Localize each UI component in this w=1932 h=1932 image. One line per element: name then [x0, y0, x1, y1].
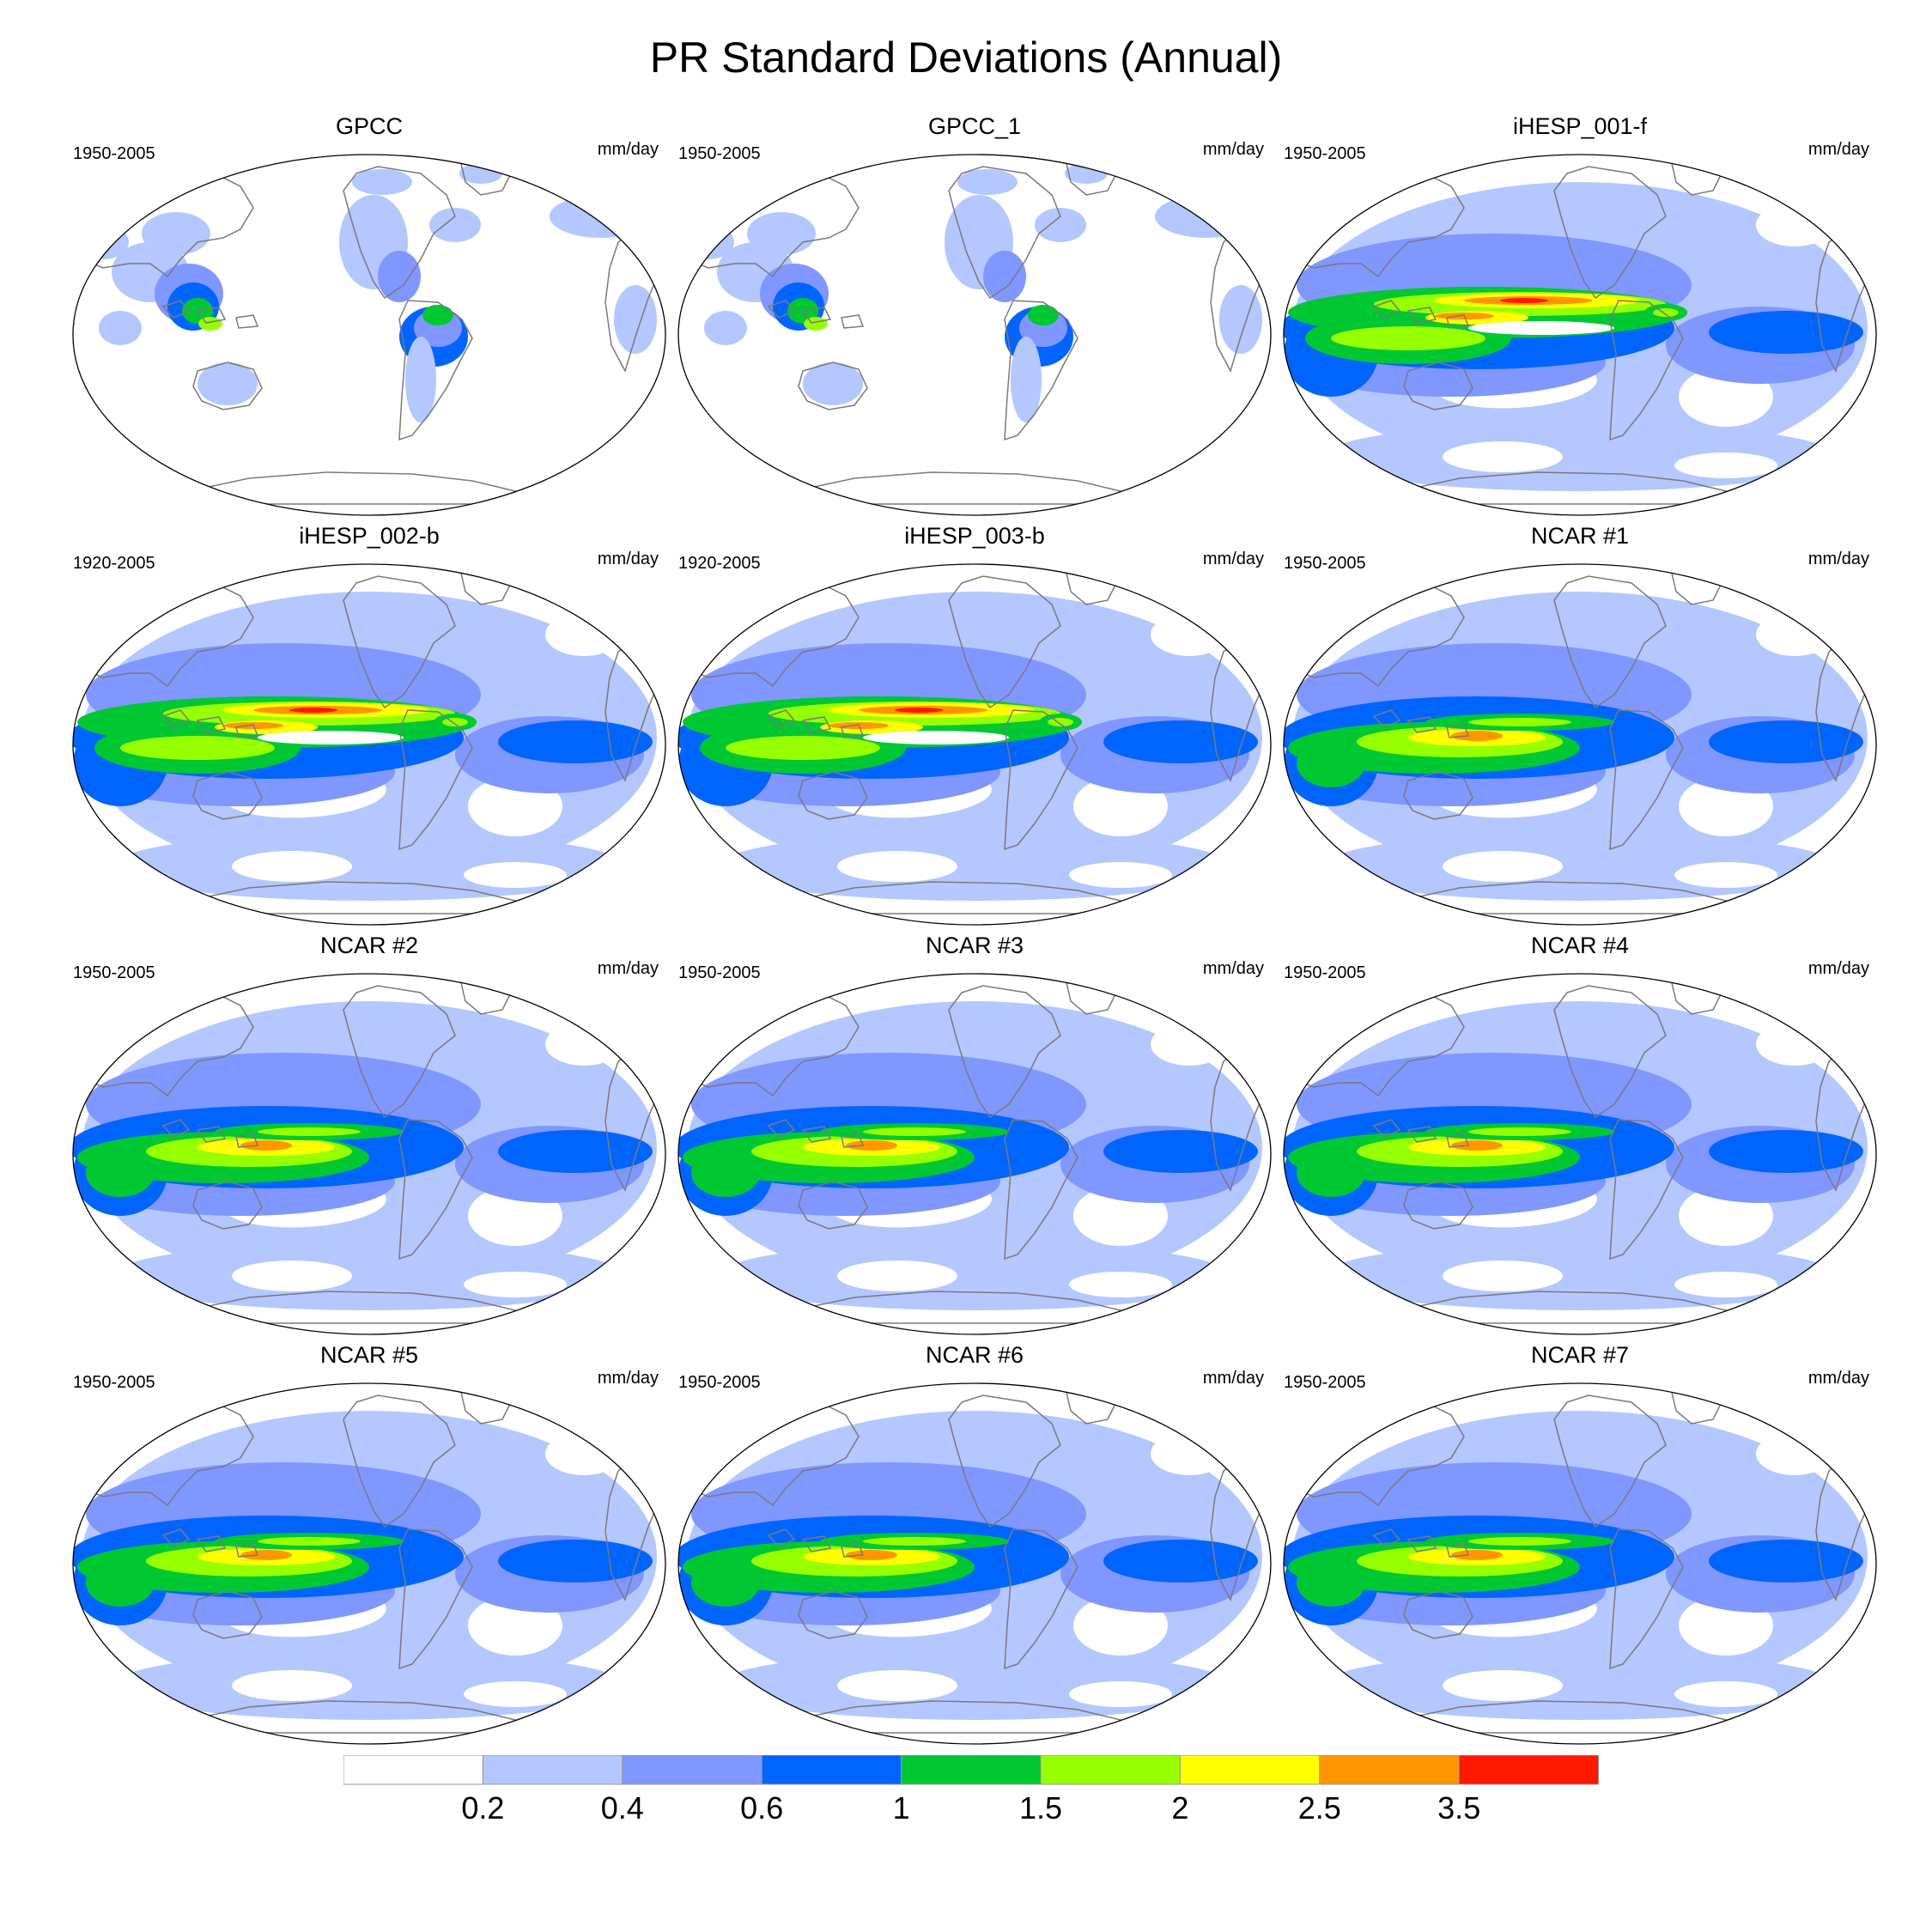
map-panel: iHESP_001-f 1950-2005 mm/day [1279, 113, 1880, 517]
map-plot [677, 563, 1272, 926]
panel-units: mm/day [1202, 959, 1264, 978]
panel-title: NCAR #6 [925, 1342, 1024, 1368]
panel-units: mm/day [597, 550, 659, 568]
panel-units: mm/day [1807, 959, 1869, 978]
panel-period: 1950-2005 [678, 1373, 761, 1392]
coastlines [76, 974, 662, 1324]
colorbar-label: 1 [892, 1790, 910, 1826]
panel-units: mm/day [1807, 140, 1869, 159]
panel-title: NCAR #1 [1530, 523, 1630, 549]
map-boundary [1283, 973, 1877, 1335]
colorbar-swatch [1179, 1755, 1321, 1785]
panel-period: 1950-2005 [1284, 963, 1366, 982]
panel-title: NCAR #2 [319, 933, 419, 958]
panel-units: mm/day [1202, 1369, 1264, 1388]
colorbar-label: 2.5 [1297, 1790, 1341, 1826]
map-boundary [1283, 154, 1877, 516]
colorbar-swatch [622, 1755, 762, 1785]
map-plot [72, 563, 666, 926]
map-boundary [72, 973, 666, 1335]
panel-period: 1920-2005 [73, 554, 155, 573]
panel-title: NCAR #5 [319, 1342, 419, 1368]
colorbar-swatch [901, 1755, 1042, 1785]
map-plot [72, 1382, 666, 1745]
map-plot [677, 1382, 1272, 1745]
panel-units: mm/day [1807, 1369, 1869, 1388]
map-plot [1283, 563, 1877, 926]
coastlines [76, 564, 662, 914]
panel-units: mm/day [1202, 550, 1264, 568]
map-boundary [72, 1382, 666, 1745]
map-panel: NCAR #3 1950-2005 mm/day [674, 933, 1275, 1336]
panel-period: 1950-2005 [73, 963, 155, 982]
panel-title: iHESP_002-b [299, 523, 440, 549]
panel-title: NCAR #4 [1530, 933, 1630, 958]
panel-title: iHESP_003-b [904, 523, 1045, 549]
panel-units: mm/day [1807, 550, 1869, 568]
map-plot [677, 973, 1272, 1335]
colorbar-swatch [1319, 1755, 1460, 1785]
panel-title: NCAR #3 [925, 933, 1024, 958]
panel-period: 1950-2005 [73, 1373, 155, 1392]
panel-title: GPCC [335, 113, 403, 139]
map-plot [72, 154, 666, 516]
panel-units: mm/day [597, 1369, 659, 1388]
map-plot [677, 154, 1272, 516]
map-plot [1283, 154, 1877, 516]
map-boundary [1283, 563, 1877, 926]
panel-units: mm/day [1202, 140, 1264, 159]
colorbar-label: 1.5 [1018, 1790, 1063, 1826]
colorbar-swatch [1040, 1755, 1181, 1785]
map-boundary [677, 1382, 1272, 1745]
colorbar-label: 0.2 [461, 1790, 505, 1826]
colorbar-swatch [482, 1755, 623, 1785]
map-panel: NCAR #7 1950-2005 mm/day [1279, 1342, 1880, 1746]
map-boundary [72, 563, 666, 926]
map-panel: iHESP_002-b 1920-2005 mm/day [69, 523, 670, 927]
map-panel: GPCC_1 1950-2005 mm/day [674, 113, 1275, 517]
colorbar-label: 0.4 [600, 1790, 644, 1826]
panel-title: NCAR #7 [1530, 1342, 1630, 1368]
map-panel: NCAR #1 1950-2005 mm/day [1279, 523, 1880, 927]
map-panel: NCAR #4 1950-2005 mm/day [1279, 933, 1880, 1336]
panel-period: 1950-2005 [73, 144, 155, 163]
colorbar [343, 1755, 1599, 1785]
colorbar-label: 2 [1171, 1790, 1189, 1826]
map-boundary [677, 973, 1272, 1335]
map-panel: NCAR #2 1950-2005 mm/day [69, 933, 670, 1336]
panel-units: mm/day [597, 140, 659, 159]
map-boundary [72, 154, 666, 516]
map-panel: iHESP_003-b 1920-2005 mm/day [674, 523, 1275, 927]
figure-title: PR Standard Deviations (Annual) [649, 33, 1283, 82]
map-panel: GPCC 1950-2005 mm/day [69, 113, 670, 517]
panel-period: 1950-2005 [1284, 554, 1366, 573]
coastlines [682, 564, 1267, 914]
map-boundary [677, 154, 1272, 516]
panel-units: mm/day [597, 959, 659, 978]
panel-period: 1920-2005 [678, 554, 761, 573]
colorbar-swatch [761, 1755, 902, 1785]
map-panel: NCAR #6 1950-2005 mm/day [674, 1342, 1275, 1746]
map-panel: NCAR #5 1950-2005 mm/day [69, 1342, 670, 1746]
panel-period: 1950-2005 [678, 144, 761, 163]
colorbar-label: 0.6 [740, 1790, 784, 1826]
panel-period: 1950-2005 [1284, 1373, 1366, 1392]
panel-period: 1950-2005 [1284, 144, 1366, 163]
coastlines [76, 155, 662, 505]
map-boundary [1283, 1382, 1877, 1745]
map-plot [1283, 1382, 1877, 1745]
map-boundary [677, 563, 1272, 926]
colorbar-swatch [343, 1755, 483, 1785]
panel-title: GPCC_1 [927, 113, 1022, 139]
panel-period: 1950-2005 [678, 963, 761, 982]
panel-title: iHESP_001-f [1512, 113, 1648, 139]
map-plot [72, 973, 666, 1335]
map-plot [1283, 973, 1877, 1335]
colorbar-label: 3.5 [1437, 1790, 1481, 1826]
colorbar-swatch [1458, 1755, 1599, 1785]
